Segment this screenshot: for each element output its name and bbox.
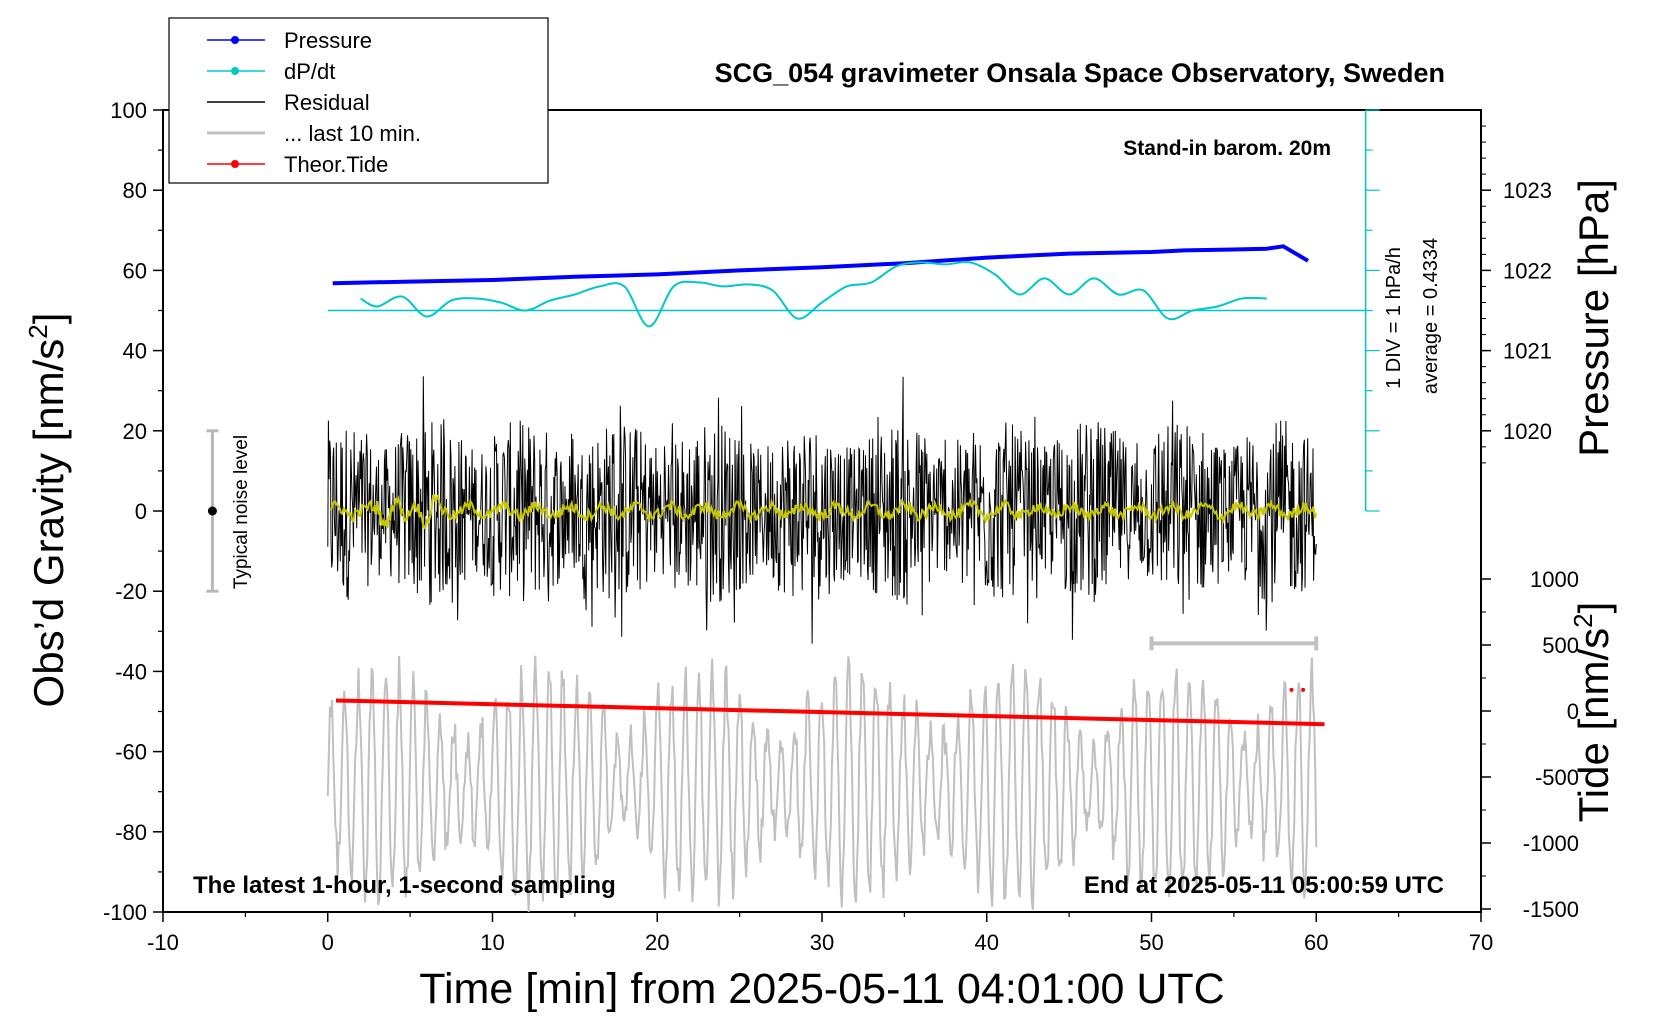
legend-label: dP/dt bbox=[284, 59, 335, 84]
y-tick-label: 80 bbox=[123, 178, 147, 203]
bottom-left-note: The latest 1-hour, 1-second sampling bbox=[193, 872, 616, 899]
noise-note: Typical noise level bbox=[231, 435, 252, 589]
x-tick-label: 40 bbox=[975, 930, 999, 955]
tide-tick-label: -1000 bbox=[1523, 831, 1579, 856]
y-axis-label-pressure: Pressure [hPa] bbox=[1570, 179, 1617, 457]
chart-title: SCG_054 gravimeter Onsala Space Observat… bbox=[715, 58, 1445, 88]
tide-tick-label: -1500 bbox=[1523, 897, 1579, 922]
y-tick-label: 60 bbox=[123, 258, 147, 283]
tide-tick-label: 1000 bbox=[1530, 567, 1579, 592]
tide-point bbox=[1301, 687, 1306, 692]
y-axis-label-left-close: ] bbox=[25, 313, 72, 325]
x-tick-label: 20 bbox=[645, 930, 669, 955]
x-tick-label: -10 bbox=[147, 930, 179, 955]
y-axis-label-left-sup: 2 bbox=[23, 324, 53, 338]
x-tick-label: 30 bbox=[810, 930, 834, 955]
y-tick-label: 20 bbox=[123, 419, 147, 444]
last-10-min-series bbox=[326, 655, 1318, 913]
y-axis-label-tide: Tide [nm/s2] bbox=[1568, 602, 1617, 823]
div-note: 1 DIV = 1 hPa/h bbox=[1383, 247, 1405, 389]
reference-bars bbox=[206, 429, 1319, 651]
y-tick-label: -80 bbox=[115, 820, 147, 845]
legend-marker bbox=[231, 160, 239, 168]
y-tick-label: -100 bbox=[103, 900, 147, 925]
residual-line bbox=[327, 376, 1317, 644]
y-tick-label: -60 bbox=[115, 740, 147, 765]
y-axis-label-tide-close: ] bbox=[1570, 602, 1617, 614]
legend-label: Residual bbox=[284, 90, 370, 115]
pressure-inner-axis bbox=[1364, 109, 1380, 512]
y-tick-label: -20 bbox=[115, 579, 147, 604]
theoretical-tide-series bbox=[335, 687, 1325, 727]
residual-series bbox=[327, 376, 1317, 644]
dpdt-series bbox=[327, 260, 1366, 328]
tide-point bbox=[1289, 687, 1294, 692]
pressure-ticks: 1023 1022 1021 1020 bbox=[1481, 125, 1552, 464]
legend-label: Pressure bbox=[284, 28, 372, 53]
tide-line bbox=[335, 698, 1325, 727]
pressure-tick-label: 1022 bbox=[1503, 258, 1552, 283]
noise-bar-center bbox=[207, 506, 217, 516]
y-tick-label: -40 bbox=[115, 659, 147, 684]
legend-label: ... last 10 min. bbox=[284, 121, 421, 146]
x-ticks: -10 0 10 20 30 40 50 60 70 bbox=[147, 912, 1493, 955]
x-tick-label: 70 bbox=[1469, 930, 1493, 955]
x-axis-label: Time [min] from 2025-05-11 04:01:00 UTC bbox=[419, 965, 1224, 1013]
y-axis-label-left-text: Obs’d Gravity [nm/s bbox=[25, 339, 72, 708]
tide-tick-label: -500 bbox=[1535, 765, 1579, 790]
legend-box bbox=[168, 17, 549, 184]
legend: Pressure dP/dt Residual ... last 10 min. The… bbox=[168, 17, 549, 184]
y-axis-label-tide-sup: 2 bbox=[1568, 613, 1598, 627]
pressure-line bbox=[332, 244, 1310, 286]
pressure-series bbox=[332, 244, 1310, 286]
x-tick-label: 50 bbox=[1139, 930, 1163, 955]
y-tick-label: 40 bbox=[123, 339, 147, 364]
pressure-tick-label: 1020 bbox=[1503, 419, 1552, 444]
legend-marker bbox=[231, 67, 239, 75]
x-tick-label: 60 bbox=[1304, 930, 1328, 955]
residual-smooth-series bbox=[330, 493, 1318, 531]
tide-ticks: 1000 500 0 -500 -1000 -1500 bbox=[1481, 567, 1579, 922]
x-tick-label: 0 bbox=[322, 930, 334, 955]
tide-tick-label: 500 bbox=[1542, 633, 1579, 658]
pressure-tick-label: 1021 bbox=[1503, 339, 1552, 364]
y-ticks-left: 100 80 60 40 20 0 -20 -40 -60 -80 -100 bbox=[103, 98, 163, 925]
x-tick-label: 10 bbox=[480, 930, 504, 955]
y-tick-label: 0 bbox=[135, 499, 147, 524]
y-axis-label-left: Obs’d Gravity [nm/s2] bbox=[23, 313, 72, 708]
dpdt-line bbox=[360, 260, 1267, 328]
bottom-right-note: End at 2025-05-11 05:00:59 UTC bbox=[1084, 872, 1444, 899]
y-tick-label: 100 bbox=[110, 98, 147, 123]
average-note: average = 0.4334 bbox=[1420, 238, 1442, 394]
legend-entries: Pressure dP/dt Residual ... last 10 min. The… bbox=[207, 28, 421, 177]
legend-label: Theor.Tide bbox=[284, 152, 388, 177]
tide-tick-label: 0 bbox=[1567, 699, 1579, 724]
legend-marker bbox=[231, 36, 239, 44]
barometer-note: Stand-in barom. 20m bbox=[1123, 137, 1331, 160]
residual-smooth-line bbox=[330, 493, 1318, 531]
y-axis-label-tide-text: Tide [nm/s bbox=[1570, 628, 1617, 823]
last-10-min-line bbox=[326, 655, 1318, 913]
pressure-tick-label: 1023 bbox=[1503, 178, 1552, 203]
